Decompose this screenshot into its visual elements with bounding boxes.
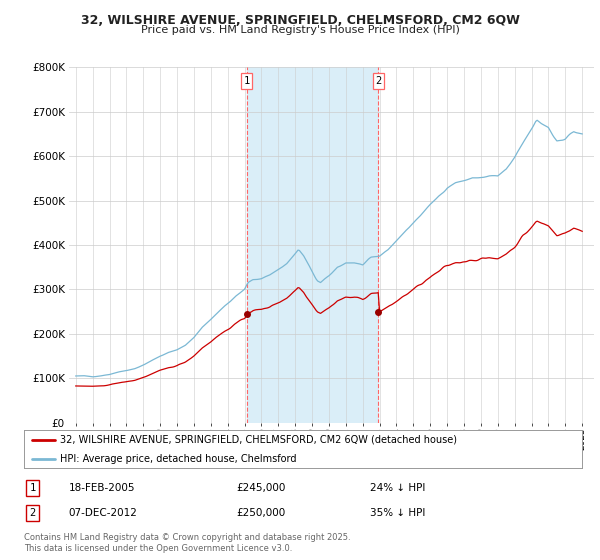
Text: 1: 1 — [244, 76, 250, 86]
Text: 35% ↓ HPI: 35% ↓ HPI — [370, 508, 425, 518]
Text: £245,000: £245,000 — [236, 483, 286, 493]
Text: HPI: Average price, detached house, Chelmsford: HPI: Average price, detached house, Chel… — [60, 454, 297, 464]
Text: 2: 2 — [375, 76, 382, 86]
Text: 24% ↓ HPI: 24% ↓ HPI — [370, 483, 425, 493]
Text: 2: 2 — [29, 508, 35, 518]
Text: 1: 1 — [29, 483, 35, 493]
Text: 18-FEB-2005: 18-FEB-2005 — [68, 483, 135, 493]
Bar — [247, 67, 378, 423]
Text: 32, WILSHIRE AVENUE, SPRINGFIELD, CHELMSFORD, CM2 6QW (detached house): 32, WILSHIRE AVENUE, SPRINGFIELD, CHELMS… — [60, 435, 457, 445]
Text: 32, WILSHIRE AVENUE, SPRINGFIELD, CHELMSFORD, CM2 6QW: 32, WILSHIRE AVENUE, SPRINGFIELD, CHELMS… — [80, 14, 520, 27]
Text: Contains HM Land Registry data © Crown copyright and database right 2025.
This d: Contains HM Land Registry data © Crown c… — [24, 533, 350, 553]
Text: £250,000: £250,000 — [236, 508, 285, 518]
Text: 07-DEC-2012: 07-DEC-2012 — [68, 508, 137, 518]
Text: Price paid vs. HM Land Registry's House Price Index (HPI): Price paid vs. HM Land Registry's House … — [140, 25, 460, 35]
